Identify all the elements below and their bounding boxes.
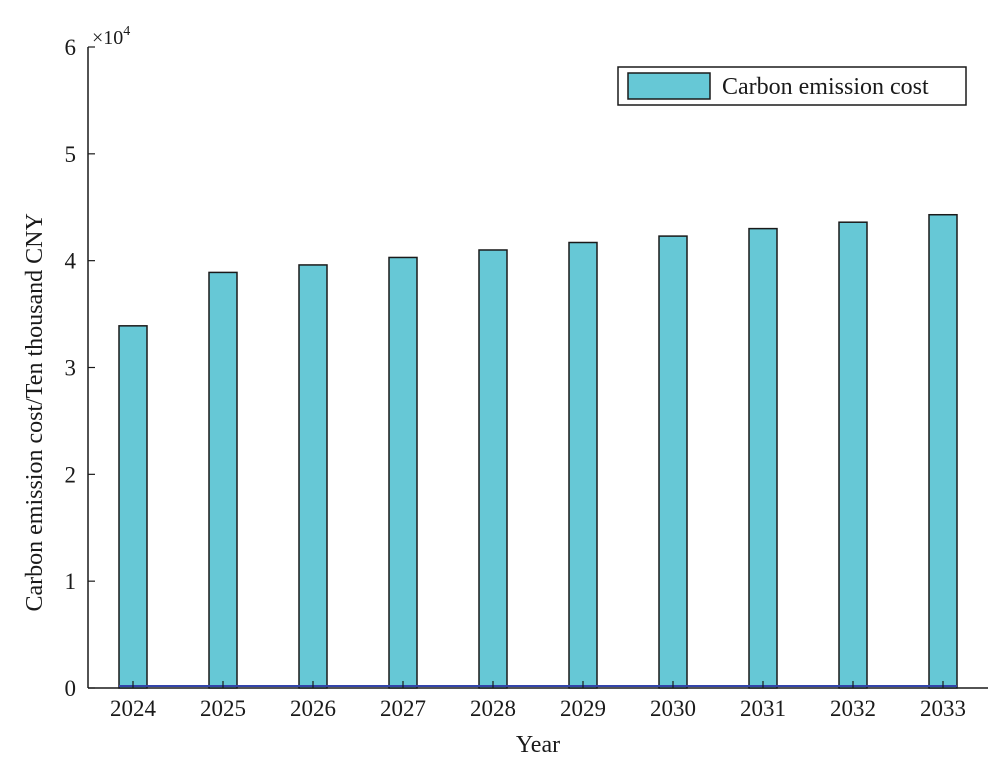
x-tick-label: 2030	[650, 696, 696, 721]
y-tick-label: 2	[65, 462, 77, 487]
y-tick-label: 3	[65, 356, 77, 381]
y-axis-multiplier: ×104	[92, 24, 130, 49]
bar-2026	[298, 264, 328, 689]
bar-2033	[928, 213, 958, 689]
bar-2031	[748, 227, 778, 689]
y-tick-label: 6	[65, 35, 77, 60]
x-tick-label: 2027	[380, 696, 426, 721]
x-tick-label: 2033	[920, 696, 966, 721]
y-tick-label: 0	[65, 676, 77, 701]
y-multiplier-exponent: 4	[123, 24, 130, 39]
x-tick-label: 2025	[200, 696, 246, 721]
bar-2028	[478, 249, 508, 689]
bar-2025	[208, 271, 238, 689]
bar-2032	[838, 221, 868, 689]
x-tick-label: 2026	[290, 696, 336, 721]
x-tick-label: 2028	[470, 696, 516, 721]
y-tick-label: 5	[65, 142, 77, 167]
legend-swatch	[627, 72, 711, 100]
y-axis-label: Carbon emission cost/Ten thousand CNY	[22, 213, 48, 611]
y-multiplier-base: ×10	[92, 27, 123, 49]
x-axis-label: Year	[516, 732, 560, 758]
y-ticks: 0 1 2 3 4 5 6	[65, 35, 95, 701]
y-tick-label: 1	[65, 569, 77, 594]
y-tick-label: 4	[65, 249, 77, 274]
bar-2029	[568, 241, 598, 689]
x-tick-label: 2032	[830, 696, 876, 721]
legend: Carbon emission cost	[617, 66, 967, 106]
bars-group	[118, 213, 958, 689]
x-ticks: 2024 2025 2026 2027 2028 2029 2030 2031 2032 2033	[110, 681, 966, 721]
x-tick-label: 2031	[740, 696, 786, 721]
bar-2030	[658, 235, 688, 689]
legend-entry-carbon-emission-cost: Carbon emission cost	[722, 74, 929, 100]
x-tick-label: 2029	[560, 696, 606, 721]
bar-2027	[388, 256, 418, 689]
bar-2024	[118, 325, 148, 689]
x-tick-label: 2024	[110, 696, 157, 721]
